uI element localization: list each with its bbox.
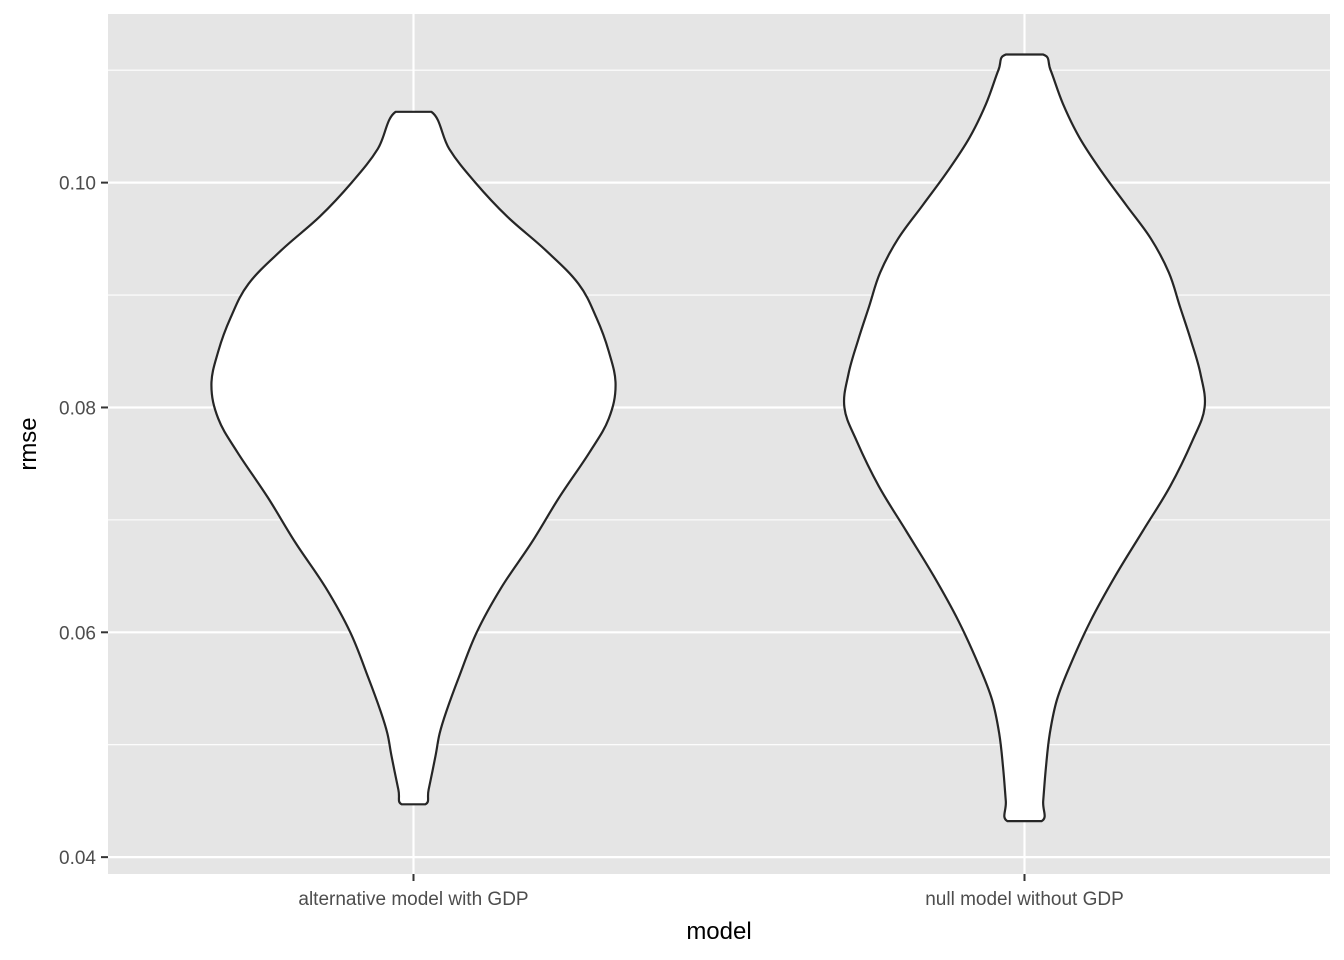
y-tick-label: 0.04 [59, 848, 96, 869]
y-tick-label: 0.06 [59, 623, 96, 644]
x-axis-title: model [686, 918, 751, 945]
x-tick-label: null model without GDP [925, 889, 1124, 910]
x-tick-label: alternative model with GDP [298, 889, 528, 910]
violins [210, 53, 1207, 823]
y-tick-label: 0.08 [59, 398, 96, 419]
y-axis: 0.04 0.06 0.08 0.10 [59, 174, 108, 869]
violin-1 [842, 53, 1207, 823]
violin-0 [210, 110, 617, 806]
y-tick-label: 0.10 [59, 174, 96, 195]
y-axis-title: rmse [15, 417, 42, 470]
x-axis: alternative model with GDP null model wit… [298, 874, 1124, 910]
